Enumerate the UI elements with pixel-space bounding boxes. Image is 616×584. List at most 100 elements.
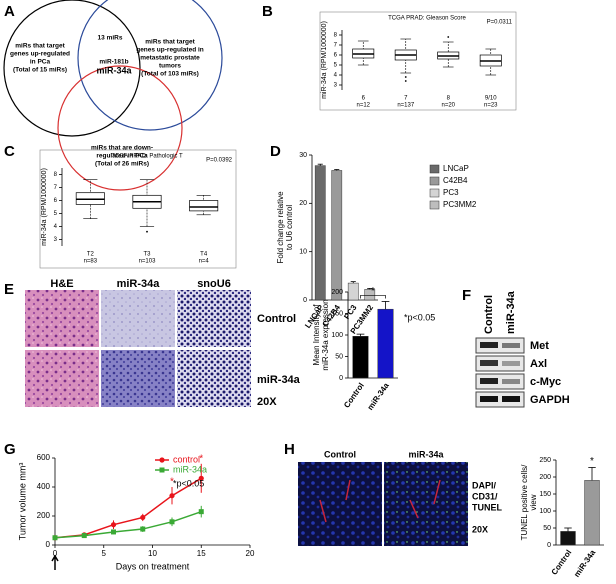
x-tick-label: T2 xyxy=(87,252,95,258)
outlier xyxy=(404,76,407,78)
histology-image xyxy=(25,350,99,407)
venn-label: genes up-regulated in xyxy=(136,47,204,54)
venn-circle xyxy=(57,65,183,191)
y-tick-label: 8 xyxy=(334,33,338,39)
legend-label: PC3 xyxy=(443,188,459,197)
legend-label: C42B4 xyxy=(443,176,468,185)
y-tick-label: 30 xyxy=(299,152,307,159)
column-label: miR-34a xyxy=(408,449,444,459)
y-tick-label: 0 xyxy=(46,540,51,549)
legend-marker xyxy=(159,457,165,463)
y-tick-label: 250 xyxy=(539,457,551,464)
x-tick-label: T3 xyxy=(143,252,151,258)
sample-size: n=4 xyxy=(199,259,210,265)
significance: * xyxy=(199,453,203,464)
y-tick-label: 100 xyxy=(539,508,551,515)
marker xyxy=(198,475,204,481)
y-tick-label: 200 xyxy=(37,511,51,520)
band-label: Met xyxy=(530,340,549,352)
y-tick-label: 10 xyxy=(299,249,307,256)
y-tick-label: 0 xyxy=(339,375,343,382)
bar xyxy=(347,282,359,301)
column-label: H&E xyxy=(50,278,73,290)
y-tick-label: 200 xyxy=(539,474,551,481)
row-label: Control xyxy=(257,313,296,325)
y-tick-label: 7 xyxy=(334,43,338,49)
y-tick-label: 400 xyxy=(37,482,51,491)
y-axis-label: TUNEL positive cells/ xyxy=(520,464,529,541)
bar xyxy=(331,170,343,301)
x-tick-label: 8 xyxy=(447,96,451,102)
marker xyxy=(198,509,204,515)
lane-label: miR-34a xyxy=(505,290,517,334)
x-tick-label: 9/10 xyxy=(485,96,497,102)
bar xyxy=(352,336,369,379)
vessel xyxy=(319,479,441,523)
venn-label: tumors xyxy=(159,63,181,70)
sample-size: n=23 xyxy=(484,103,498,109)
venn-circle xyxy=(3,0,141,137)
bracket xyxy=(360,295,386,299)
marker xyxy=(169,519,175,525)
histology-image xyxy=(101,290,175,347)
sample-size: n=20 xyxy=(441,103,455,109)
legend-label: control xyxy=(173,454,200,464)
fluorescence-image xyxy=(298,462,382,546)
note: *p<0.05 xyxy=(173,478,204,488)
y-axis-label: Mean Intensity of xyxy=(312,304,321,366)
marker xyxy=(140,514,146,521)
y-tick-label: 200 xyxy=(331,289,343,296)
x-tick-label: 15 xyxy=(197,549,206,558)
x-tick-label: 5 xyxy=(102,549,107,558)
legend-swatch xyxy=(429,164,440,174)
panel-label: E xyxy=(4,281,14,298)
venn-label: metastatic prostate xyxy=(140,55,200,62)
series-line xyxy=(54,510,202,539)
histology-image xyxy=(177,350,251,407)
panel-label: G xyxy=(4,441,16,458)
marker xyxy=(111,529,116,535)
y-tick-label: 3 xyxy=(334,83,338,89)
x-tick-label: 20 xyxy=(246,549,255,558)
y-tick-label: 8 xyxy=(54,172,58,178)
legend-swatch xyxy=(429,176,440,186)
p-value: P=0.0392 xyxy=(206,158,233,164)
y-tick-label: 150 xyxy=(331,310,343,317)
marker xyxy=(52,535,58,541)
y-tick-label: 150 xyxy=(539,491,551,498)
chart-title: TCGA PRAD: Pathologic T xyxy=(111,154,183,160)
venn-label: genes up-regulated xyxy=(10,51,70,58)
legend-label: LNCaP xyxy=(443,164,469,173)
y-tick-label: 7 xyxy=(54,185,58,191)
venn-label: miR-181b xyxy=(99,59,128,66)
x-tick-label: 7 xyxy=(404,96,408,102)
panel-label: H xyxy=(284,441,295,458)
x-tick-label: Control xyxy=(342,381,366,409)
venn-label: (Total of 26 miRs) xyxy=(95,161,149,168)
row-label: miR-34a xyxy=(257,374,301,386)
x-tick-label: Control xyxy=(550,548,574,576)
y-axis-label: Tumor volume mm³ xyxy=(17,463,27,541)
x-tick-label: 10 xyxy=(148,549,157,558)
lane-label: Control xyxy=(483,295,495,334)
start-arrow xyxy=(51,554,59,570)
note: *p<0.05 xyxy=(404,312,435,322)
significance: * xyxy=(590,456,594,467)
panel-label: C xyxy=(4,143,15,160)
blot xyxy=(475,337,525,408)
y-tick-label: 5 xyxy=(334,63,338,69)
y-axis-label: view xyxy=(529,494,538,510)
y-axis-label: Fold change relative xyxy=(276,191,285,264)
venn-label: 13 miRs xyxy=(98,35,123,42)
y-tick-label: 50 xyxy=(543,525,551,532)
histology-image xyxy=(177,290,251,347)
venn-circle xyxy=(77,0,223,131)
legend-label: PC3MM2 xyxy=(443,200,477,209)
sample-size: n=137 xyxy=(397,103,415,109)
chart-title: TCGA PRAD: Gleason Score xyxy=(388,16,466,22)
panel-label: A xyxy=(4,3,15,20)
panel-label: D xyxy=(270,143,281,160)
outlier xyxy=(404,80,407,82)
marker xyxy=(110,522,117,528)
